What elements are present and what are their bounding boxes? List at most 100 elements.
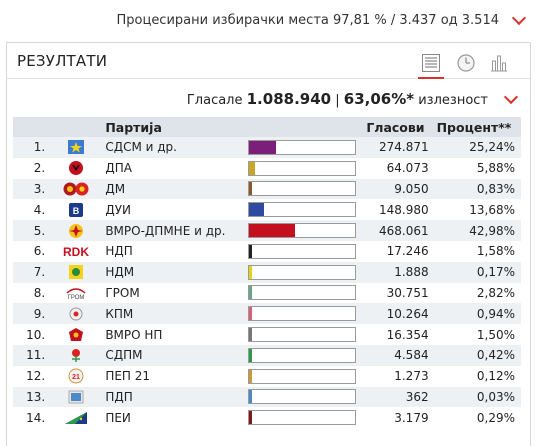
party-name[interactable]: ДУИ bbox=[101, 199, 244, 221]
table-row[interactable]: 14. ПЕИ 3.179 0,29% bbox=[13, 407, 521, 429]
share-bar bbox=[247, 347, 356, 363]
share-bar bbox=[247, 368, 356, 384]
party-name[interactable]: ДПА bbox=[101, 157, 244, 179]
share-bar bbox=[247, 410, 356, 426]
party-votes: 468.061 bbox=[362, 220, 433, 241]
row-number: 10. bbox=[13, 324, 60, 345]
table-header-row: Партија Гласови Процент** bbox=[13, 117, 521, 137]
share-bar-fill bbox=[248, 390, 252, 404]
party-name[interactable]: ГРОМ bbox=[101, 282, 244, 304]
party-name[interactable]: НДП bbox=[101, 240, 244, 262]
share-bar-cell bbox=[243, 240, 363, 262]
party-name[interactable]: ПДП bbox=[101, 386, 244, 408]
party-name[interactable]: ВМРО-ДПМНЕ и др. bbox=[101, 220, 244, 241]
table-row[interactable]: 12. 21 ПЕП 21 1.273 0,12% bbox=[13, 365, 521, 387]
party-percent: 2,82% bbox=[432, 282, 521, 304]
share-bar-fill bbox=[248, 286, 252, 300]
row-number: 9. bbox=[13, 303, 60, 325]
table-icon[interactable] bbox=[418, 53, 444, 79]
share-bar-fill bbox=[248, 369, 252, 383]
party-percent: 0,29% bbox=[432, 407, 521, 429]
party-logo-cell bbox=[59, 157, 102, 179]
party-logo-cell bbox=[59, 407, 102, 429]
table-row[interactable]: 9. КПМ 10.264 0,94% bbox=[13, 303, 521, 325]
share-bar-fill bbox=[248, 307, 252, 321]
party-percent: 13,68% bbox=[432, 199, 521, 221]
party-name[interactable]: СДПМ bbox=[101, 344, 244, 366]
party-votes: 1.888 bbox=[362, 261, 433, 283]
dui-logo-icon: B bbox=[63, 201, 89, 218]
party-votes: 4.584 bbox=[362, 344, 433, 366]
row-number: 7. bbox=[13, 261, 60, 283]
table-row[interactable]: 11. СДПМ 4.584 0,42% bbox=[13, 344, 521, 366]
party-percent: 25,24% bbox=[432, 137, 521, 158]
table-row[interactable]: 6. RDK НДП 17.246 1,58% bbox=[13, 240, 521, 262]
pei-logo-icon bbox=[63, 409, 89, 426]
party-percent: 1,58% bbox=[432, 240, 521, 262]
party-percent: 1,50% bbox=[432, 324, 521, 345]
vmro-dpmne-logo-icon bbox=[63, 222, 89, 239]
sdsm-logo-icon bbox=[63, 139, 89, 156]
share-bar-fill bbox=[248, 244, 252, 258]
bar-chart-icon[interactable] bbox=[489, 53, 509, 73]
party-logo-cell: RDK bbox=[59, 240, 102, 262]
share-bar bbox=[247, 327, 356, 343]
share-bar-fill bbox=[248, 224, 295, 238]
table-row[interactable]: 5. ВМРО-ДПМНЕ и др. 468.061 42,98% bbox=[13, 220, 521, 241]
ndp-logo-icon: RDK bbox=[63, 243, 89, 260]
table-row[interactable]: 13. ПДП 362 0,03% bbox=[13, 386, 521, 408]
party-name[interactable]: ПЕП 21 bbox=[101, 365, 244, 387]
share-bar bbox=[247, 389, 356, 405]
party-name[interactable]: ВМРО НП bbox=[101, 324, 244, 345]
votes-label: Гласале bbox=[186, 93, 243, 108]
processed-stations-bar: Процесирани избирачки места 97,81 % / 3.… bbox=[0, 0, 543, 40]
share-bar-cell bbox=[243, 220, 363, 241]
party-name[interactable]: ПЕИ bbox=[101, 407, 244, 429]
results-header: РЕЗУЛТАТИ bbox=[7, 43, 530, 79]
ndm-logo-icon bbox=[63, 264, 89, 281]
chevron-down-icon[interactable] bbox=[503, 89, 519, 105]
results-table: Партија Гласови Процент** 1. СДСМ и др. 27… bbox=[13, 117, 521, 429]
clock-icon[interactable] bbox=[456, 53, 476, 73]
dpa-logo-icon bbox=[63, 160, 89, 177]
party-name[interactable]: ДМ bbox=[101, 178, 244, 200]
pdp-logo-icon bbox=[63, 388, 89, 405]
share-bar bbox=[247, 202, 356, 218]
chevron-down-icon[interactable] bbox=[511, 10, 527, 26]
party-logo-cell bbox=[59, 178, 102, 200]
party-logo-cell bbox=[59, 386, 102, 408]
share-bar-fill bbox=[248, 411, 252, 425]
share-bar bbox=[247, 139, 356, 155]
header-logo bbox=[59, 117, 102, 137]
party-percent: 0,03% bbox=[432, 386, 521, 408]
party-votes: 30.751 bbox=[362, 282, 433, 304]
share-bar-cell bbox=[243, 199, 363, 221]
table-row[interactable]: 2. ДПА 64.073 5,88% bbox=[13, 157, 521, 179]
header-votes[interactable]: Гласови bbox=[362, 117, 433, 137]
party-name[interactable]: КПМ bbox=[101, 303, 244, 325]
share-bar-cell bbox=[243, 407, 363, 429]
party-percent: 0,17% bbox=[432, 261, 521, 283]
table-row[interactable]: 3. ДМ 9.050 0,83% bbox=[13, 178, 521, 200]
separator: | bbox=[335, 93, 340, 108]
header-party[interactable]: Партија bbox=[101, 117, 244, 137]
dm-logo-icon bbox=[63, 180, 89, 197]
table-row[interactable]: 10. ВМРО НП 16.354 1,50% bbox=[13, 324, 521, 345]
header-bar bbox=[243, 117, 363, 137]
svg-text:B: B bbox=[73, 206, 80, 216]
party-name[interactable]: СДСМ и др. bbox=[101, 137, 244, 158]
share-bar-cell bbox=[243, 261, 363, 283]
kpm-logo-icon bbox=[63, 305, 89, 322]
table-row[interactable]: 8. ГРОМ ГРОМ 30.751 2,82% bbox=[13, 282, 521, 304]
party-name[interactable]: НДМ bbox=[101, 261, 244, 283]
party-percent: 5,88% bbox=[432, 157, 521, 179]
share-bar-fill bbox=[248, 328, 252, 342]
party-percent: 0,83% bbox=[432, 178, 521, 200]
row-number: 2. bbox=[13, 157, 60, 179]
sdpm-logo-icon bbox=[63, 347, 89, 364]
table-row[interactable]: 7. НДМ 1.888 0,17% bbox=[13, 261, 521, 283]
table-row[interactable]: 1. СДСМ и др. 274.871 25,24% bbox=[13, 137, 521, 158]
share-bar-cell bbox=[243, 178, 363, 200]
header-percent[interactable]: Процент** bbox=[432, 117, 521, 137]
table-row[interactable]: 4. B ДУИ 148.980 13,68% bbox=[13, 199, 521, 221]
